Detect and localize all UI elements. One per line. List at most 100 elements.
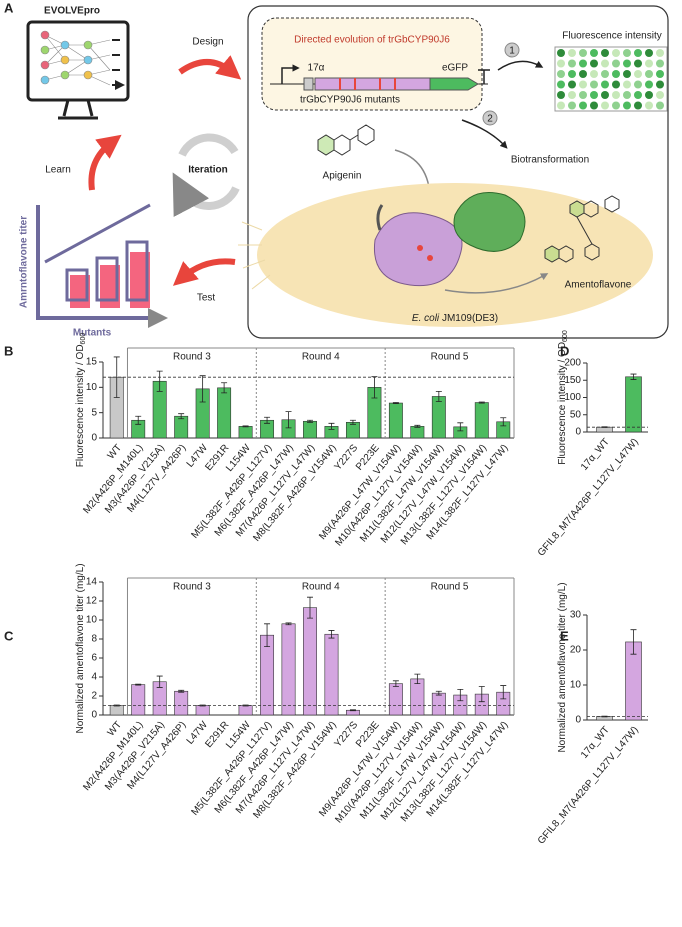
error-bar [349, 709, 356, 712]
well [623, 101, 631, 110]
well [612, 80, 620, 89]
group-label: Round 4 [302, 582, 340, 593]
y-tick-label: 10 [570, 680, 582, 691]
error-bar [156, 675, 163, 688]
error-bar [457, 422, 464, 432]
well [623, 70, 631, 78]
well [656, 70, 664, 78]
well [656, 49, 664, 57]
well [557, 59, 565, 68]
well [612, 49, 620, 57]
bar [474, 402, 489, 439]
bar [410, 678, 425, 716]
substrate-label: Apigenin [323, 171, 362, 182]
well [634, 49, 642, 57]
well [590, 80, 598, 89]
error-bar [414, 673, 421, 685]
well [656, 59, 664, 68]
icon-xlabel: Mutants [73, 328, 112, 339]
error-bar [457, 688, 464, 702]
y-tick-label: 0 [575, 427, 581, 438]
well [645, 80, 653, 89]
error-bar [307, 419, 313, 423]
bar [260, 634, 275, 716]
well [601, 80, 609, 89]
well [645, 59, 653, 68]
iteration-arrows [182, 133, 240, 206]
bar [410, 426, 425, 439]
bar [217, 387, 232, 439]
bar [109, 705, 124, 716]
well [590, 49, 598, 57]
error-bar [135, 415, 142, 425]
well [601, 91, 609, 99]
bar [388, 402, 403, 439]
well [557, 70, 565, 78]
error-bar [264, 623, 271, 647]
y-tick-label: 0 [91, 433, 97, 444]
bar [388, 683, 403, 716]
step1-label: 1 [509, 46, 515, 57]
y-axis-label-subscript: 600 [80, 333, 87, 345]
error-bar [199, 704, 206, 707]
bar [625, 376, 642, 433]
step2-label: 2 [487, 114, 493, 125]
error-bar [328, 630, 335, 639]
y-tick-label: 8 [91, 634, 97, 645]
amentoflavone-structure [544, 195, 620, 263]
apigenin-structure [317, 124, 375, 156]
error-bar [285, 411, 292, 429]
well [590, 91, 598, 99]
well [557, 101, 565, 110]
error-bar [307, 596, 313, 619]
well [634, 101, 642, 110]
well [579, 80, 587, 89]
y-axis-label-text: Normalized amentoflavone titer (mg/L) [557, 582, 568, 752]
bar [195, 705, 210, 716]
well [590, 70, 598, 78]
network-icon [40, 30, 120, 85]
bar [238, 426, 253, 439]
group-label: Round 3 [173, 582, 211, 593]
bar [131, 684, 146, 716]
y-axis-label-text: Fluorescence intensity / OD [75, 344, 86, 467]
well [579, 70, 587, 78]
well [557, 91, 565, 99]
error-bar [500, 417, 507, 427]
y-tick-label: 10 [86, 615, 98, 626]
protein-structure [373, 192, 526, 287]
well [568, 101, 576, 110]
bar [303, 607, 317, 716]
well [634, 80, 642, 89]
product-arrow [444, 273, 549, 294]
well [590, 59, 598, 68]
step2-arrow [461, 119, 508, 149]
step-badge [482, 110, 498, 126]
bar [174, 690, 189, 716]
readout-label: Fluorescence intensity [562, 31, 662, 42]
well [590, 101, 598, 110]
y-tick-label: 200 [564, 358, 581, 369]
y-tick-label: 0 [91, 710, 97, 721]
bar [431, 396, 446, 439]
monitor-stand [58, 99, 98, 120]
well [601, 101, 609, 110]
schematic: A EVOLVEpro Design Learn Iteration Test … [4, 0, 669, 339]
well [568, 91, 576, 99]
gene-label: trGbCYP90J6 mutants [300, 95, 400, 106]
panel-letter: D [560, 343, 569, 358]
bar [174, 415, 189, 439]
design-label: Design [192, 37, 223, 48]
error-bar [371, 376, 378, 399]
well [634, 91, 642, 99]
well [579, 49, 587, 57]
error-bar [199, 375, 206, 403]
error-bar [478, 401, 485, 404]
iteration-label: Iteration [188, 165, 227, 176]
y-tick-label: 100 [564, 392, 581, 403]
group-label: Round 3 [173, 352, 211, 363]
y-axis-label: Fluorescence intensity / OD600 [557, 330, 570, 465]
error-bar [630, 629, 637, 655]
bar [303, 420, 317, 439]
